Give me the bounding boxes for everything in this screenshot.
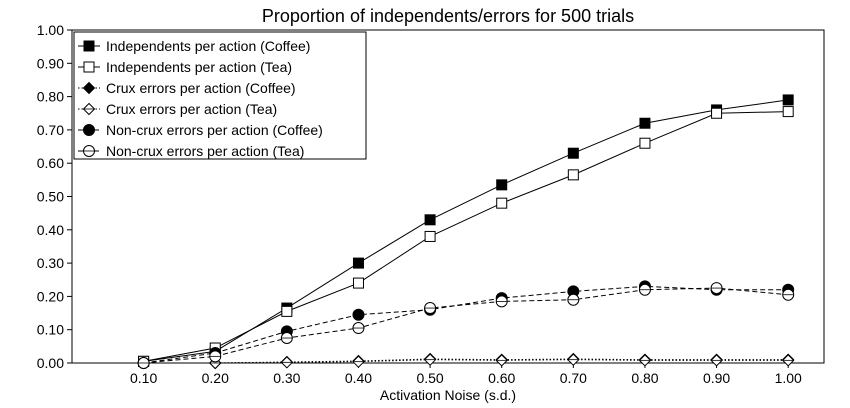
- x-tick-label: 0.10: [130, 370, 157, 386]
- x-tick-label: 0.40: [345, 370, 372, 386]
- x-tick-label: 1.00: [775, 370, 802, 386]
- data-point: [424, 230, 436, 242]
- y-tick-label: 0.60: [37, 155, 64, 171]
- legend-marker: [83, 124, 95, 136]
- data-point: [711, 107, 723, 119]
- data-point: [639, 117, 651, 129]
- legend-entry: Independents per action (Tea): [106, 59, 292, 75]
- data-point: [352, 277, 364, 289]
- data-point: [352, 257, 364, 269]
- legend-marker: [82, 81, 96, 95]
- series-line: [143, 359, 789, 364]
- legend-entry: Non-crux errors per action (Coffee): [106, 122, 323, 138]
- series-4: [137, 353, 795, 370]
- data-point: [496, 197, 508, 209]
- data-point: [567, 169, 579, 181]
- y-tick-label: 0.40: [37, 222, 64, 238]
- legend-entry: Crux errors per action (Coffee): [106, 80, 296, 96]
- x-axis: 0.10 0.20 0.30 0.40 0.50 0.60 0.70 0.80 0.90 1.00: [130, 363, 802, 386]
- data-point: [352, 308, 365, 321]
- series-line: [143, 358, 789, 364]
- series-line: [143, 287, 789, 364]
- legend-entry: Non-crux errors per action (Tea): [106, 143, 304, 159]
- data-point: [567, 147, 579, 159]
- legend-box: [73, 31, 367, 160]
- data-point: [782, 94, 794, 106]
- data-point: [782, 106, 794, 118]
- x-tick-label: 0.50: [416, 370, 443, 386]
- series-6: [137, 282, 795, 369]
- x-tick-label: 0.60: [488, 370, 515, 386]
- series-layer: [137, 94, 795, 370]
- series-3: [137, 352, 795, 370]
- legend-entry: Independents per action (Coffee): [106, 38, 310, 54]
- y-tick-label: 0.00: [37, 355, 64, 371]
- legend-marker: [83, 61, 95, 73]
- legend: Independents per action (Coffee) Independ…: [73, 31, 367, 160]
- y-tick-label: 0.50: [37, 189, 64, 205]
- y-tick-label: 0.10: [37, 322, 64, 338]
- x-tick-label: 0.90: [703, 370, 730, 386]
- y-tick-label: 0.80: [37, 89, 64, 105]
- y-tick-label: 0.70: [37, 122, 64, 138]
- x-tick-label: 0.30: [273, 370, 300, 386]
- y-tick-label: 1.00: [37, 22, 64, 38]
- y-tick-label: 0.20: [37, 288, 64, 304]
- data-point: [424, 214, 436, 226]
- y-tick-label: 0.30: [37, 255, 64, 271]
- data-point: [639, 137, 651, 149]
- x-tick-label: 0.20: [202, 370, 229, 386]
- series-line: [143, 111, 789, 362]
- data-point: [496, 179, 508, 191]
- x-tick-label: 0.70: [560, 370, 587, 386]
- data-point: [281, 305, 293, 317]
- y-tick-label: 0.90: [37, 55, 64, 71]
- legend-marker: [83, 40, 95, 52]
- chart-title: Proportion of independents/errors for 50…: [262, 6, 634, 26]
- x-axis-label: Activation Noise (s.d.): [380, 387, 516, 403]
- series-line: [143, 285, 789, 364]
- y-axis: 0.00 0.10 0.20 0.30 0.40 0.50 0.60 0.70 0.80 0.90…: [37, 22, 72, 371]
- series-5: [137, 280, 795, 369]
- x-tick-label: 0.80: [631, 370, 658, 386]
- legend-entry: Crux errors per action (Tea): [106, 101, 277, 117]
